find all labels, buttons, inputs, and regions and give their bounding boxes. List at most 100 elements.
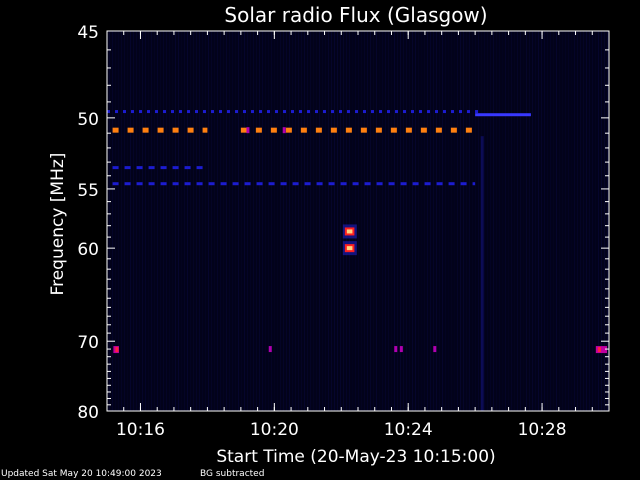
noise-column — [169, 31, 170, 411]
noise-column — [340, 31, 341, 411]
x-tick-label: 10:16 — [116, 420, 165, 440]
noise-column — [598, 31, 599, 411]
noise-column — [574, 31, 575, 411]
noise-column — [214, 31, 215, 411]
noise-column — [118, 31, 119, 411]
noise-column — [109, 31, 110, 411]
noise-column — [451, 31, 452, 411]
emission-segment — [136, 182, 143, 186]
noise-column — [478, 31, 479, 411]
emission-segment — [460, 182, 467, 186]
noise-column — [502, 31, 503, 411]
emission-segment — [123, 110, 126, 114]
y-tick-label: 80 — [77, 403, 99, 423]
x-axis-label: Start Time (20-May-23 10:15:00) — [216, 447, 495, 467]
noise-column — [586, 31, 587, 411]
noise-column — [145, 31, 146, 411]
emission-segment — [376, 182, 383, 186]
noise-column — [319, 31, 320, 411]
noise-column — [412, 31, 413, 411]
emission-segment — [427, 110, 430, 114]
noise-column — [592, 31, 593, 411]
emission-segment — [142, 127, 149, 133]
emission-spot — [433, 346, 437, 353]
noise-column — [430, 31, 431, 411]
noise-column — [292, 31, 293, 411]
emission-spot — [595, 346, 607, 354]
noise-column — [343, 31, 344, 411]
noise-column — [508, 31, 509, 411]
noise-column — [397, 31, 398, 411]
noise-column — [274, 31, 275, 411]
noise-column — [349, 31, 350, 411]
y-tick-label: 70 — [77, 333, 99, 353]
noise-column — [490, 31, 491, 411]
noise-column — [172, 31, 173, 411]
noise-column — [223, 31, 224, 411]
emission-segment — [388, 182, 395, 186]
noise-column — [601, 31, 602, 411]
emission-band — [475, 113, 531, 117]
emission-segment — [307, 110, 310, 114]
emission-segment — [411, 110, 414, 114]
noise-column — [514, 31, 515, 411]
emission-segment — [171, 110, 174, 114]
noise-column — [394, 31, 395, 411]
emission-segment — [475, 110, 478, 114]
noise-column — [289, 31, 290, 411]
emission-segment — [270, 127, 277, 133]
noise-column — [517, 31, 518, 411]
emission-segment — [400, 182, 407, 186]
noise-column — [538, 31, 539, 411]
noise-column — [484, 31, 485, 411]
emission-segment — [131, 110, 134, 114]
noise-column — [493, 31, 494, 411]
noise-column — [283, 31, 284, 411]
emission-segment — [251, 110, 254, 114]
emission-segment — [315, 110, 318, 114]
noise-column — [337, 31, 338, 411]
noise-column — [160, 31, 161, 411]
noise-column — [241, 31, 242, 411]
emission-spot-core — [597, 347, 601, 353]
emission-segment — [208, 182, 215, 186]
y-axis-label: Frequency [MHz] — [48, 153, 68, 296]
noise-column — [334, 31, 335, 411]
noise-column — [265, 31, 266, 411]
noise-column — [235, 31, 236, 411]
emission-segment — [220, 182, 227, 186]
emission-segment — [387, 110, 390, 114]
noise-column — [178, 31, 179, 411]
emission-segment — [363, 110, 366, 114]
emission-segment — [292, 182, 299, 186]
emission-segment — [179, 110, 182, 114]
emission-segment — [299, 110, 302, 114]
emission-segment — [304, 182, 311, 186]
noise-column — [220, 31, 221, 411]
emission-segment — [160, 182, 167, 186]
emission-segment — [375, 127, 382, 133]
emission-segment — [115, 110, 118, 114]
emission-segment — [219, 110, 222, 114]
noise-column — [433, 31, 434, 411]
emission-segment — [112, 127, 119, 133]
noise-column — [322, 31, 323, 411]
noise-column — [505, 31, 506, 411]
noise-column — [232, 31, 233, 411]
emission-segment — [244, 182, 251, 186]
noise-column — [466, 31, 467, 411]
noise-column — [163, 31, 164, 411]
footer-updated: Updated Sat May 20 10:49:00 2023 — [1, 469, 162, 479]
noise-column — [358, 31, 359, 411]
noise-column — [157, 31, 158, 411]
noise-column — [115, 31, 116, 411]
emission-segment — [340, 182, 347, 186]
noise-column — [136, 31, 137, 411]
noise-column — [520, 31, 521, 411]
noise-column — [211, 31, 212, 411]
emission-segment — [331, 110, 334, 114]
noise-column — [271, 31, 272, 411]
emission-segment — [436, 182, 443, 186]
noise-column — [463, 31, 464, 411]
